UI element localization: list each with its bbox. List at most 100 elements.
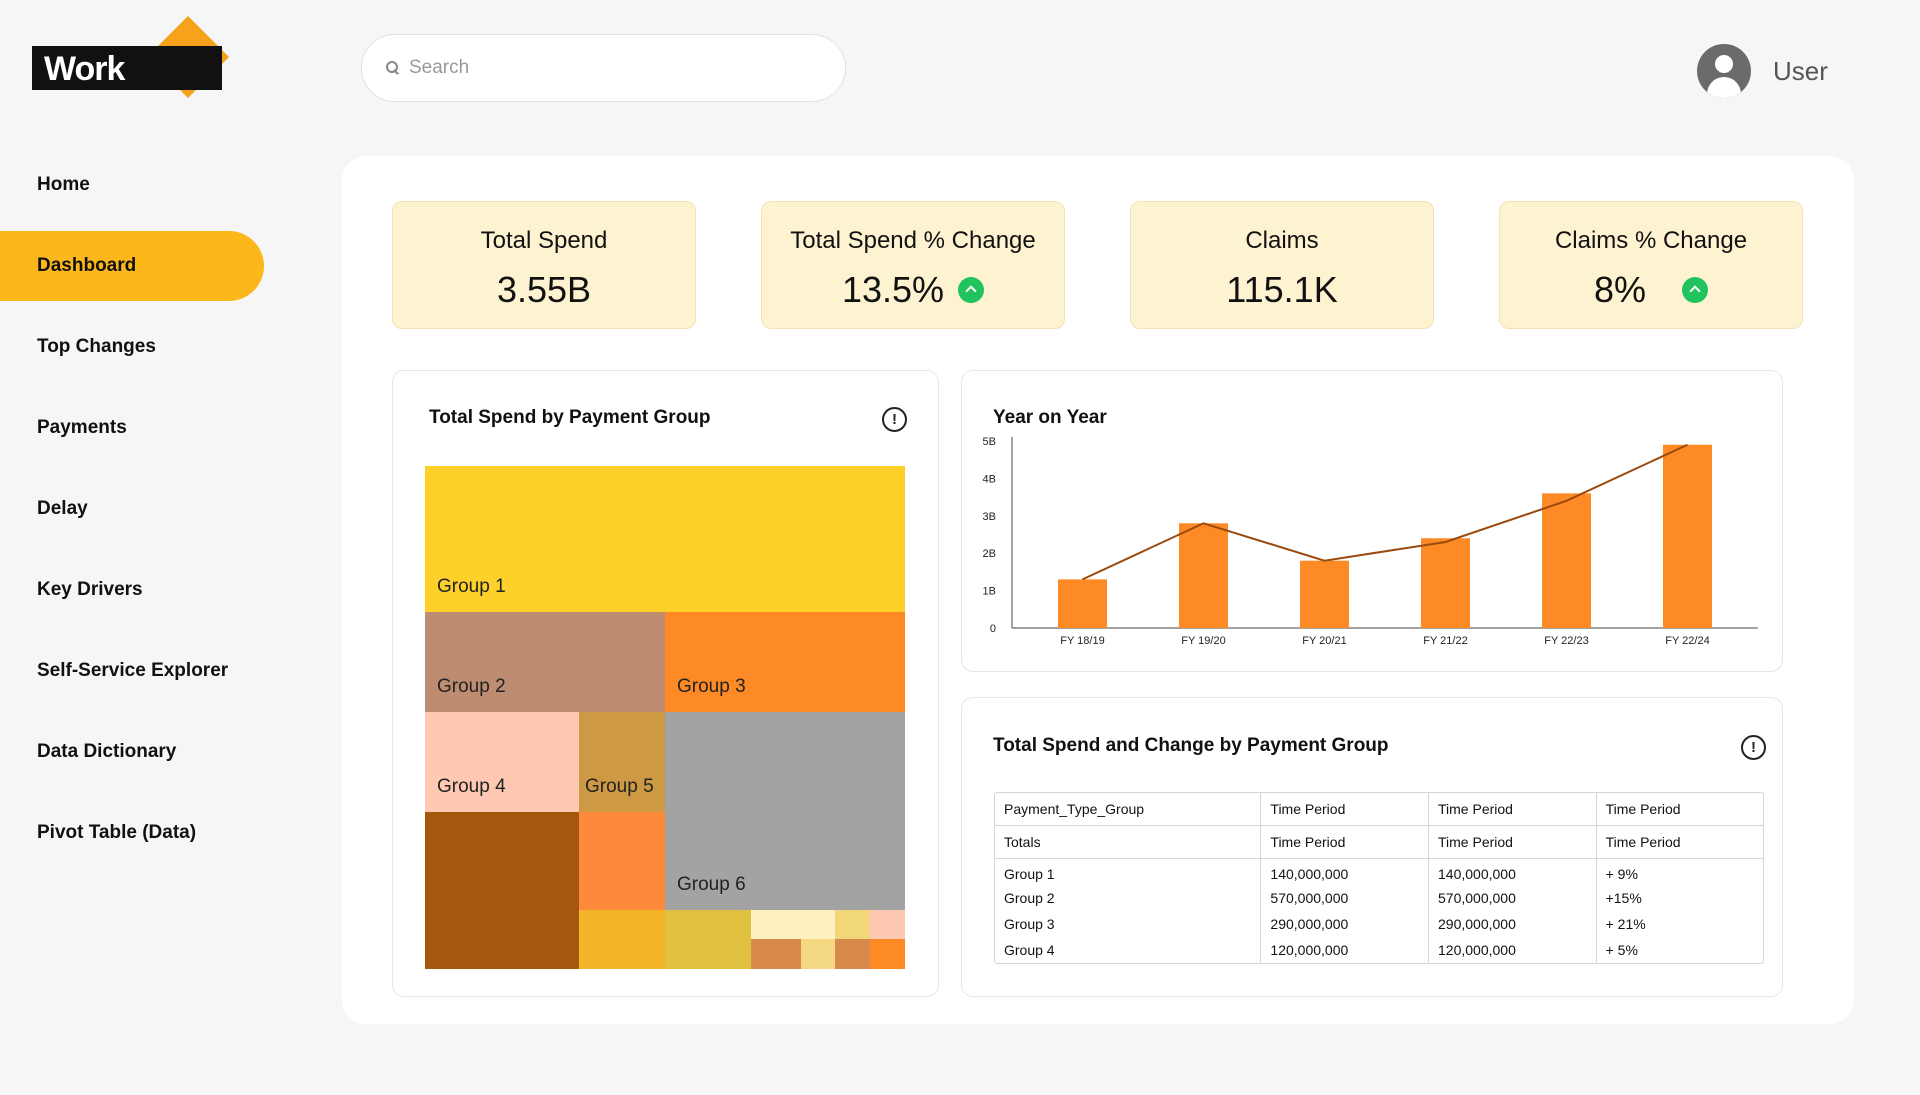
spend-change-table-card: Total Spend and Change by Payment Group … — [961, 697, 1783, 997]
treemap-tile[interactable] — [870, 910, 905, 939]
x-tick-label: FY 18/19 — [1060, 635, 1104, 647]
treemap-tile[interactable] — [579, 812, 665, 910]
treemap-tile[interactable] — [751, 939, 801, 969]
search-input[interactable] — [409, 57, 789, 79]
treemap-tile[interactable] — [870, 939, 905, 969]
info-icon[interactable]: ! — [1741, 735, 1766, 760]
chart-bar — [1058, 579, 1107, 628]
column-header[interactable]: Time Period — [1429, 793, 1597, 826]
column-header[interactable]: Payment_Type_Group — [995, 793, 1262, 826]
sidebar-item-home[interactable]: Home — [37, 174, 90, 195]
column-header[interactable]: Time Period — [1261, 793, 1429, 826]
column-header[interactable]: Time Period — [1596, 793, 1763, 826]
table-row: Group 2 570,000,000 570,000,000 +15% — [995, 885, 1763, 911]
kpi-total-spend: Total Spend 3.55B — [392, 201, 696, 329]
treemap-tile-group-1[interactable]: Group 1 — [425, 466, 905, 612]
table-cell: 140,000,000 — [1261, 859, 1429, 885]
treemap-tile-group-3[interactable]: Group 3 — [665, 612, 905, 712]
table-cell: 570,000,000 — [1429, 885, 1597, 911]
user-name[interactable]: User — [1773, 55, 1828, 86]
kpi-title: Claims % Change — [1554, 227, 1748, 254]
year-on-year-chart: 0 1B 2B 3B 4B 5B FY 18/19 FY 19/20 FY 20/21 FY 21… — [983, 436, 1758, 647]
logo-box — [32, 46, 222, 90]
table-row: Group 3 290,000,000 290,000,000 + 21% — [995, 911, 1763, 937]
chart-bar — [1421, 538, 1470, 628]
treemap-tile-group-6[interactable]: Group 6 — [665, 712, 905, 910]
table-cell: 290,000,000 — [1429, 911, 1597, 937]
chart-title: Year on Year — [993, 407, 1107, 428]
tile-label: Group 4 — [437, 776, 506, 797]
sidebar-item-payments[interactable]: Payments — [37, 417, 127, 438]
sidebar-item-data-dictionary[interactable]: Data Dictionary — [37, 741, 177, 762]
x-tick-label: FY 22/23 — [1544, 635, 1588, 647]
table-cell: + 5% — [1605, 942, 1638, 958]
sidebar-item-delay[interactable]: Delay — [37, 498, 88, 519]
table-header-row: Payment_Type_Group Time Period Time Peri… — [995, 793, 1763, 826]
table-cell: Group 4 — [995, 937, 1262, 963]
sidebar-item-key-drivers[interactable]: Key Drivers — [37, 579, 143, 600]
table-cell: Time Period — [1261, 826, 1429, 859]
sidebar-item-self-service-explorer[interactable]: Self-Service Explorer — [37, 660, 229, 681]
treemap-tile[interactable] — [665, 910, 751, 969]
kpi-value: 13.5% — [841, 269, 945, 310]
y-tick-label: 4B — [983, 473, 996, 485]
table-cell: 120,000,000 — [1261, 937, 1429, 963]
table-cell: Time Period — [1596, 826, 1763, 859]
tile-label: Group 6 — [677, 874, 746, 895]
kpi-claims-change: Claims % Change 8% — [1499, 201, 1803, 329]
treemap-tile[interactable] — [835, 939, 870, 969]
chart-bar — [1663, 444, 1712, 628]
y-tick-label: 1B — [983, 586, 996, 598]
sidebar-nav: Home Dashboard Top Changes Payments Dela… — [0, 150, 264, 879]
kpi-total-spend-change: Total Spend % Change 13.5% — [761, 201, 1065, 329]
treemap: Group 1 Group 2 Group 3 Group 4 Group 5 … — [425, 466, 905, 969]
tile-label: Group 2 — [437, 676, 506, 697]
table-cell: Totals — [995, 826, 1262, 859]
kpi-claims: Claims 115.1K — [1130, 201, 1434, 329]
tile-label: Group 1 — [437, 576, 506, 597]
chart-trend-line — [1082, 443, 1688, 581]
kpi-title: Claims — [1245, 227, 1319, 254]
logo-work-text: Work — [44, 50, 125, 88]
kpi-value: 8% — [1593, 269, 1647, 310]
x-tick-label: FY 22/24 — [1665, 635, 1709, 647]
trend-up-icon — [958, 277, 985, 303]
treemap-tile[interactable] — [579, 910, 665, 969]
y-tick-label: 0 — [990, 623, 996, 635]
sidebar-item-top-changes[interactable]: Top Changes — [37, 336, 156, 357]
table-cell: Group 3 — [995, 911, 1262, 937]
tile-label: Group 3 — [677, 676, 746, 697]
worksafe-logo[interactable]: Work Safe VICTORIA — [32, 15, 230, 112]
x-tick-label: FY 20/21 — [1302, 635, 1346, 647]
table-totals-row: Totals Time Period Time Period Time Peri… — [995, 826, 1763, 859]
sidebar-item-pivot-table[interactable]: Pivot Table (Data) — [37, 822, 197, 843]
table-cell: 290,000,000 — [1261, 911, 1429, 937]
sidebar-item-dashboard[interactable]: Dashboard — [0, 231, 264, 301]
spend-change-table: Payment_Type_Group Time Period Time Peri… — [994, 792, 1764, 964]
treemap-title: Total Spend by Payment Group — [429, 407, 711, 428]
table-cell: + 9% — [1605, 866, 1638, 882]
table-row: Group 1 140,000,000 140,000,000 + 9% — [995, 859, 1763, 885]
x-tick-label: FY 19/20 — [1181, 635, 1225, 647]
y-tick-label: 5B — [983, 436, 996, 448]
table-title: Total Spend and Change by Payment Group — [993, 735, 1389, 756]
user-avatar-icon[interactable] — [1697, 44, 1751, 98]
table-cell: Group 2 — [995, 885, 1262, 911]
treemap-tile[interactable] — [835, 910, 870, 939]
user-menu[interactable]: User — [1697, 44, 1828, 98]
kpi-title: Total Spend % Change — [790, 227, 1036, 254]
treemap-card: Total Spend by Payment Group ! Group 1 G… — [392, 370, 939, 997]
y-tick-label: 2B — [983, 548, 996, 560]
treemap-tile[interactable] — [425, 812, 579, 969]
treemap-tile-group-4[interactable]: Group 4 — [425, 712, 579, 812]
treemap-tile[interactable] — [751, 910, 835, 939]
treemap-tile-group-5[interactable]: Group 5 — [579, 712, 665, 812]
treemap-tile[interactable] — [801, 939, 835, 969]
x-tick-label: FY 21/22 — [1423, 635, 1467, 647]
chart-bar — [1300, 560, 1349, 628]
dashboard-panel: Total Spend 3.55B Total Spend % Change 1… — [342, 156, 1854, 1024]
table-cell: Group 1 — [995, 859, 1262, 885]
treemap-tile-group-2[interactable]: Group 2 — [425, 612, 665, 712]
info-icon[interactable]: ! — [882, 407, 907, 432]
search-bar[interactable] — [361, 34, 846, 102]
